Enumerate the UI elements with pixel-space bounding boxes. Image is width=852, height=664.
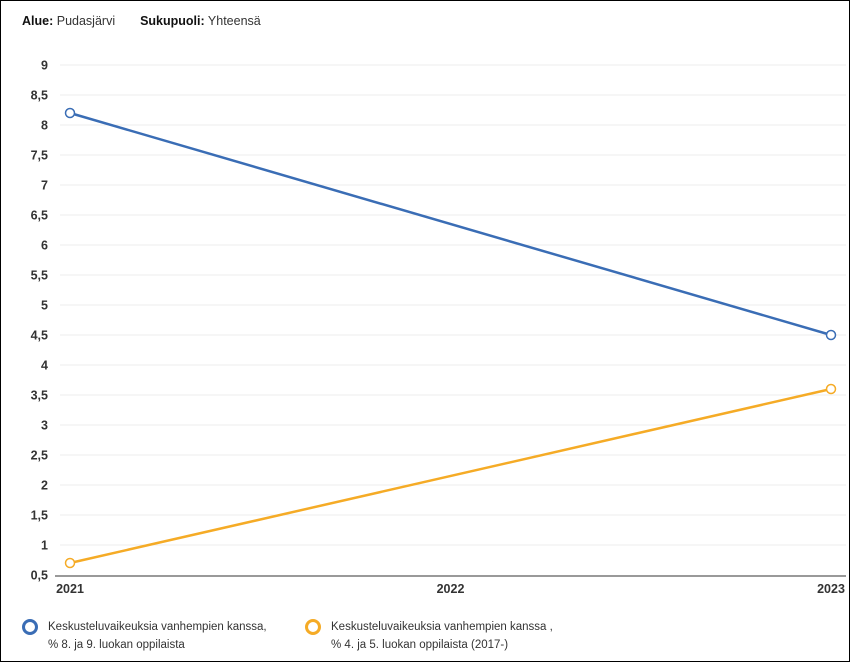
legend-marker-blue-icon	[22, 619, 38, 635]
data-point	[64, 557, 76, 569]
y-tick-label: 4,5	[31, 329, 48, 343]
filter-summary: Alue: Pudasjärvi Sukupuoli: Yhteensä	[22, 14, 261, 28]
gender-label: Sukupuoli:	[140, 14, 205, 28]
y-tick-label: 8	[41, 119, 48, 133]
legend-label: Keskusteluvaikeuksia vanhempien kanssa, …	[48, 621, 267, 651]
data-point	[825, 383, 837, 395]
x-tick-label: 2021	[56, 582, 84, 596]
y-tick-label: 0,5	[31, 569, 48, 583]
x-tick-label: 2022	[437, 582, 465, 596]
legend-item-series-1[interactable]: Keskusteluvaikeuksia vanhempien kanssa ,…	[305, 618, 560, 654]
legend-item-series-0[interactable]: Keskusteluvaikeuksia vanhempien kanssa, …	[22, 618, 277, 654]
gender-value: Yhteensä	[207, 14, 261, 28]
y-tick-label: 7	[41, 179, 48, 193]
y-tick-label: 9	[41, 59, 48, 73]
data-point	[64, 107, 76, 119]
line-chart: 0,5 1 1,5 2 2,5 3 3,5 4 4,5 5 5,5 6 6,5 7 7,5 8 8,5 9 2021…	[31, 59, 846, 596]
y-tick-label: 8,5	[31, 89, 48, 103]
y-tick-label: 7,5	[31, 149, 48, 163]
x-tick-label: 2023	[817, 582, 845, 596]
y-tick-label: 1	[41, 539, 48, 553]
y-tick-label: 6,5	[31, 209, 48, 223]
legend-marker-orange-icon	[305, 619, 321, 635]
legend-label: Keskusteluvaikeuksia vanhempien kanssa ,…	[331, 621, 553, 651]
y-tick-label: 3	[41, 419, 48, 433]
y-tick-label: 5	[41, 299, 48, 313]
series-line-0	[69, 111, 832, 337]
y-tick-label: 2,5	[31, 449, 48, 463]
series-line-1	[69, 387, 832, 565]
y-tick-label: 1,5	[31, 509, 48, 523]
data-point	[825, 329, 837, 341]
y-tick-label: 3,5	[31, 389, 48, 403]
region-label: Alue:	[22, 14, 54, 28]
y-tick-label: 6	[41, 239, 48, 253]
y-tick-label: 4	[41, 359, 48, 373]
chart-legend: Keskusteluvaikeuksia vanhempien kanssa, …	[22, 618, 560, 654]
region-value: Pudasjärvi	[56, 14, 116, 28]
y-tick-label: 2	[41, 479, 48, 493]
y-tick-label: 5,5	[31, 269, 48, 283]
